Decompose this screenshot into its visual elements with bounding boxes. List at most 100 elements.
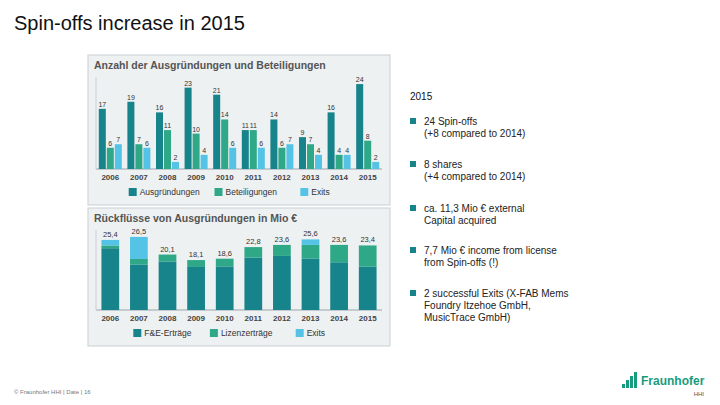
total-label: 25,6 [303, 229, 318, 238]
bar [270, 119, 277, 169]
data-label: 6 [259, 140, 263, 147]
bar [364, 141, 371, 169]
bar [229, 148, 236, 169]
bar [143, 148, 150, 169]
bullet-text: 2 successful Exits (X-FAB Mems [424, 288, 568, 299]
bullet-text: MusicTrace GmbH) [424, 312, 510, 323]
data-label: 6 [108, 140, 112, 147]
data-label: 7 [288, 136, 292, 143]
x-tick-label: 2012 [273, 173, 291, 182]
bar-segment [330, 244, 348, 245]
logo-sub: HHI [694, 391, 705, 397]
data-label: 4 [337, 147, 341, 154]
data-label: 6 [145, 140, 149, 147]
labels: 25,426,520,118,118,622,823,625,623,623,4 [103, 227, 375, 259]
bar-segment [216, 258, 234, 259]
data-label: 4 [202, 147, 206, 154]
x-tick-label: 2007 [130, 314, 148, 323]
total-label: 18,1 [189, 250, 204, 259]
bar [258, 148, 265, 169]
bar [185, 88, 192, 169]
data-label: 8 [366, 133, 370, 140]
bar-segment [130, 259, 148, 265]
bar [307, 144, 314, 169]
bullet-marker [410, 161, 416, 167]
legend-swatch [296, 329, 304, 337]
slide: Spin-offs increase in 2015Anzahl der Aus… [0, 0, 720, 405]
bar [242, 130, 249, 169]
bar-segment [302, 239, 320, 245]
bullet-text: 8 shares [424, 159, 462, 170]
bar [286, 144, 293, 169]
x-tick-label: 2007 [130, 173, 148, 182]
bar [115, 144, 122, 169]
bullet-text: (+8 compared to 2014) [424, 128, 525, 139]
logo-mark [626, 380, 629, 388]
chart-panel [88, 208, 390, 346]
bullet-text: Capital acquired [424, 215, 496, 226]
bar-segment [359, 245, 377, 266]
x-tick-label: 2015 [359, 314, 377, 323]
chart-panel [88, 55, 390, 205]
bar [156, 112, 163, 169]
bar-segment [101, 240, 119, 246]
bar-segment [273, 245, 291, 256]
legend-swatch [300, 188, 308, 196]
bar-segment [187, 267, 205, 310]
bar-segment [244, 258, 262, 310]
legend-label: Ausgründungen [140, 187, 200, 197]
logo-mark [630, 376, 633, 388]
logo-mark [622, 384, 625, 388]
data-label: 23 [184, 80, 192, 87]
x-tick-label: 2012 [273, 314, 291, 323]
bar [213, 95, 220, 169]
x-tick-label: 2014 [330, 173, 348, 182]
y-axis [96, 230, 97, 310]
bar [328, 112, 335, 169]
bar-segment [330, 262, 348, 310]
x-tick-label: 2009 [187, 173, 205, 182]
chart-title: Anzahl der Ausgründungen und Beteiligung… [94, 59, 326, 71]
bar-segment [302, 245, 320, 259]
data-label: 19 [127, 94, 135, 101]
bar-segment [187, 260, 205, 261]
bullet-marker [410, 247, 416, 253]
legend: F&E-ErträgeLizenzerträgeExits [133, 328, 325, 338]
bar [278, 148, 285, 169]
data-label: 7 [309, 136, 313, 143]
bullet-text: from Spin-offs (!) [424, 257, 498, 268]
legend-swatch [129, 188, 137, 196]
logo-mark [634, 372, 637, 388]
data-label: 4 [345, 147, 349, 154]
bar-segment [130, 237, 148, 259]
bullet-marker [410, 290, 416, 296]
bar-segment [302, 259, 320, 310]
x-tick-label: 2006 [101, 173, 119, 182]
logo: FraunhoferHHI [622, 372, 705, 397]
total-label: 22,8 [246, 237, 261, 246]
bar [336, 155, 343, 169]
data-label: 10 [192, 126, 200, 133]
data-label: 2 [174, 154, 178, 161]
y-axis [96, 77, 97, 169]
chart: Rückflüsse von Ausgründungen in Mio €25,… [88, 208, 390, 346]
x-tick-label: 2014 [330, 314, 348, 323]
bullet-text: 7,7 Mio € income from license [424, 245, 557, 256]
bullet-marker [410, 118, 416, 124]
bar [221, 119, 228, 169]
data-label: 16 [156, 104, 164, 111]
legend-label: F&E-Erträge [144, 328, 192, 338]
bullet-text: Foundry Itzehoe GmbH, [424, 300, 531, 311]
bar [107, 148, 114, 169]
x-tick-label: 2006 [101, 314, 119, 323]
bar-segment [330, 245, 348, 262]
total-label: 23,4 [360, 235, 375, 244]
x-tick-label: 2008 [159, 173, 177, 182]
bar-segment [101, 245, 119, 248]
legend-swatch [133, 329, 141, 337]
footer-text: © Fraunhofer HHI | Date | 16 [14, 389, 91, 395]
bar [164, 130, 171, 169]
chart: Anzahl der Ausgründungen und Beteiligung… [88, 55, 390, 205]
legend-swatch [210, 329, 218, 337]
x-tick-label: 2015 [359, 173, 377, 182]
